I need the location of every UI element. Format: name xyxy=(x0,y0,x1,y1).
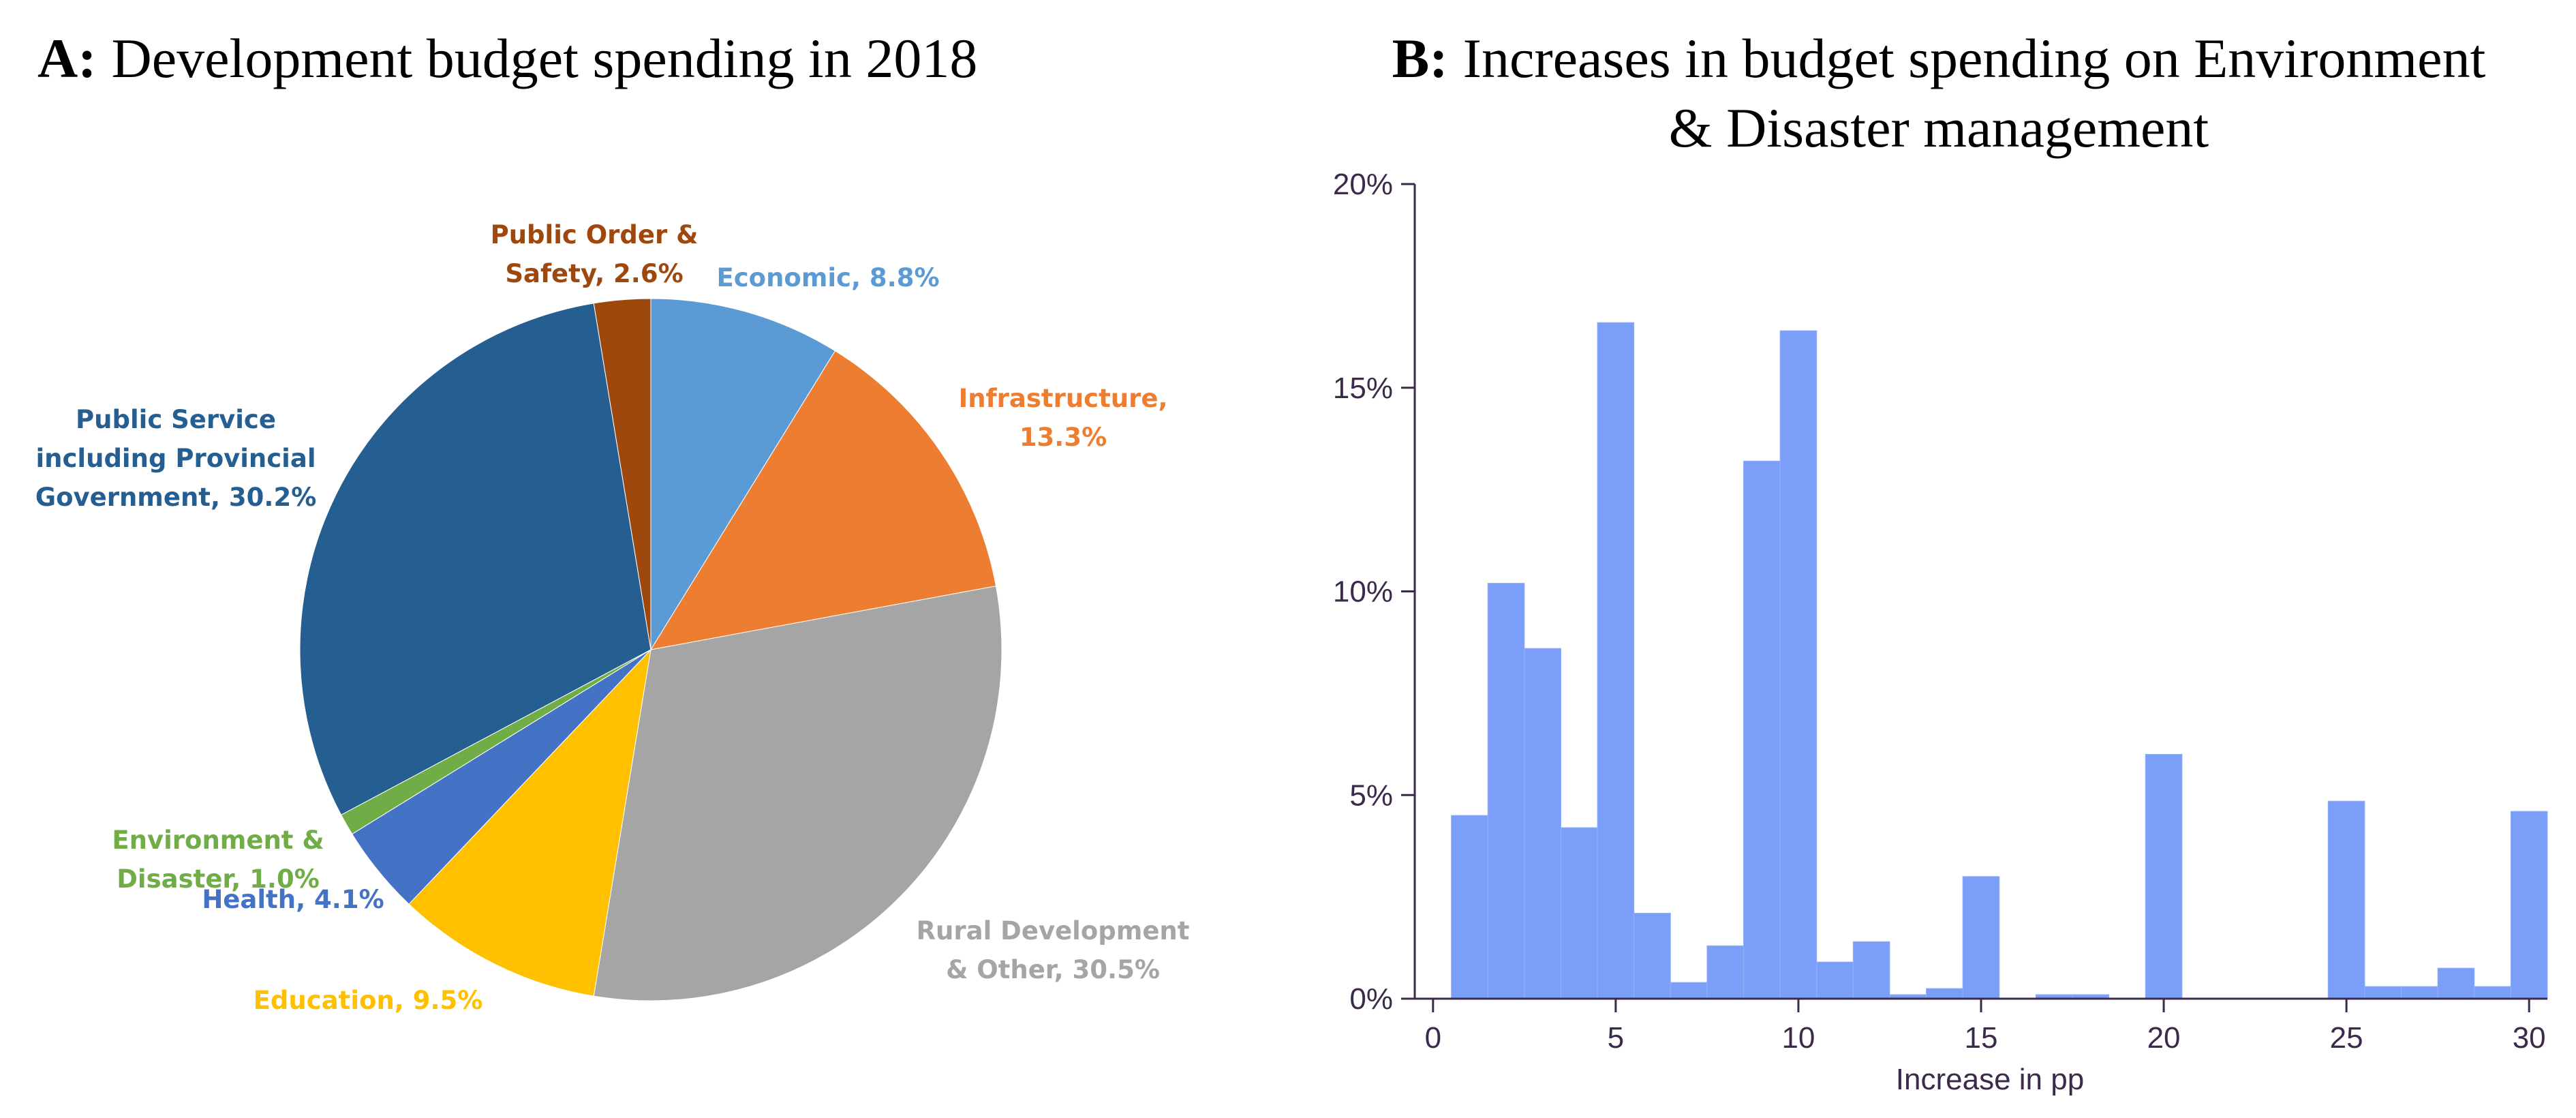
x-tick-label: 25 xyxy=(2330,1021,2363,1055)
x-tick-label: 0 xyxy=(1425,1021,1441,1055)
pie-slice-label: Health, 4.1% xyxy=(202,885,384,914)
histogram-axes: 0% 5% 10% 15% 20% 0 5 10 15 20 25 30 xyxy=(1333,168,2547,1055)
histogram-bars xyxy=(1451,322,2548,999)
pie-slice-label-line: Environment & xyxy=(112,826,324,855)
histogram-bar xyxy=(1962,876,2000,999)
y-tick-label: 20% xyxy=(1333,168,1393,201)
histogram-bar xyxy=(1706,945,1745,999)
pie-slice xyxy=(408,648,651,997)
pie-slice xyxy=(593,586,1002,1001)
pie-slice-label-line: Education, 9.5% xyxy=(254,986,483,1015)
panel-a-title: A: Development budget spending in 2018 xyxy=(37,27,977,89)
pie-slice-label: Education, 9.5% xyxy=(254,986,483,1015)
histogram-bar xyxy=(2510,811,2548,999)
pie-slice-label: Public Service including Provincial Govern… xyxy=(35,405,317,512)
pie-slice-label: Rural Development & Other, 30.5% xyxy=(917,916,1190,984)
pie-slice-label-line: Public Service xyxy=(76,405,276,434)
y-tick-label: 5% xyxy=(1349,779,1393,812)
pie-slice-label-line: Disaster, 1.0% xyxy=(117,864,320,894)
pie-slice xyxy=(593,298,651,650)
panel-b-title-prefix: B: xyxy=(1392,27,1448,89)
y-tick-label: 15% xyxy=(1333,372,1393,405)
panel-b-title-line-2: & Disaster management xyxy=(1669,97,2209,159)
pie-slice-label-line: Rural Development xyxy=(917,916,1190,946)
histogram-bar xyxy=(1524,648,1561,999)
x-tick-label: 20 xyxy=(2147,1021,2181,1055)
histogram-bar xyxy=(2401,986,2438,999)
pie-slice-label: Environment & Disaster, 1.0% xyxy=(112,826,324,894)
x-tick-label: 10 xyxy=(1781,1021,1815,1055)
y-tick-label: 10% xyxy=(1333,575,1393,609)
histogram-bar xyxy=(2145,754,2183,999)
panel-b-title-line-1-text: Increases in budget spending on Environm… xyxy=(1463,27,2486,89)
pie-slice-label-line: Economic, 8.8% xyxy=(716,263,939,292)
pie-slice-label-line: Infrastructure, xyxy=(958,384,1167,413)
pie-slice-label: Economic, 8.8% xyxy=(716,263,939,292)
x-axis-label: Increase in pp xyxy=(1896,1063,2084,1096)
histogram-bar xyxy=(1597,322,1635,999)
histogram-bar xyxy=(1926,988,1963,999)
histogram-bar xyxy=(1487,583,1525,999)
pie-slice-label-line: Government, 30.2% xyxy=(35,483,317,512)
pie-slice-label-line: Health, 4.1% xyxy=(202,885,384,914)
histogram-bar xyxy=(1816,961,1854,999)
pie-labels: Economic, 8.8% Infrastructure, 13.3% Rural … xyxy=(35,220,1190,1015)
panel-a-pie-chart: A: Development budget spending in 2018 Ec… xyxy=(35,27,1190,1015)
y-tick-label: 0% xyxy=(1349,982,1393,1016)
pie-slice-label-line: 13.3% xyxy=(1019,423,1107,452)
histogram-bar xyxy=(2437,967,2475,999)
pie-slice xyxy=(650,298,836,651)
histogram-bar xyxy=(1743,460,1781,999)
x-tick-label: 30 xyxy=(2513,1021,2546,1055)
pie-slices xyxy=(299,298,1002,1001)
panel-b-title-line-1: B: Increases in budget spending on Enviro… xyxy=(1392,27,2486,89)
panel-b-histogram: B: Increases in budget spending on Enviro… xyxy=(1333,27,2548,1096)
pie-slice xyxy=(649,350,997,650)
pie-slice-label: Public Order & Safety, 2.6% xyxy=(491,220,699,288)
histogram-bar xyxy=(1852,941,1890,999)
histogram-bar xyxy=(1451,815,1488,999)
pie-slice-label-line: Safety, 2.6% xyxy=(505,259,683,288)
histogram-bar xyxy=(1560,827,1598,999)
x-tick-label: 5 xyxy=(1608,1021,1624,1055)
histogram-bar xyxy=(2327,800,2365,999)
histogram-bar xyxy=(1670,982,1708,999)
histogram-bar xyxy=(1634,913,1671,999)
panel-a-title-prefix: A: xyxy=(37,27,97,89)
histogram-bar xyxy=(2474,986,2511,999)
pie-slice-label-line: & Other, 30.5% xyxy=(946,955,1160,984)
pie-slice-label-line: including Provincial xyxy=(35,444,316,473)
panel-a-title-text: Development budget spending in 2018 xyxy=(112,27,978,89)
x-tick-label: 15 xyxy=(1965,1021,1998,1055)
pie-slice-label-line: Public Order & xyxy=(491,220,699,250)
pie-slice xyxy=(299,303,651,816)
histogram-bar xyxy=(1779,330,1818,999)
histogram-bar xyxy=(2364,986,2402,999)
pie-slice-label: Infrastructure, 13.3% xyxy=(958,384,1167,452)
